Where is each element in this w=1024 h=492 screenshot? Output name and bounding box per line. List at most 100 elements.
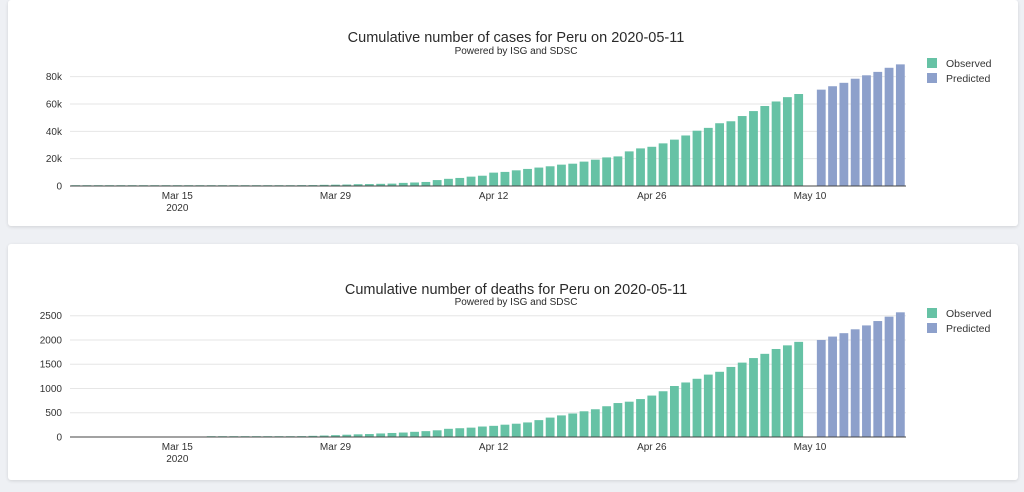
- observed-bar[interactable]: [670, 386, 679, 437]
- observed-bar[interactable]: [749, 111, 758, 186]
- observed-bar[interactable]: [624, 401, 634, 437]
- predicted-bar[interactable]: [884, 67, 894, 186]
- observed-bar[interactable]: [466, 427, 476, 437]
- observed-bar[interactable]: [466, 176, 476, 186]
- observed-bar[interactable]: [331, 184, 340, 186]
- observed-bar[interactable]: [703, 127, 713, 186]
- predicted-bar[interactable]: [884, 316, 894, 437]
- observed-bar[interactable]: [624, 151, 634, 186]
- observed-bar[interactable]: [636, 148, 645, 186]
- observed-bar[interactable]: [353, 434, 363, 437]
- observed-bar[interactable]: [331, 435, 340, 437]
- observed-bar[interactable]: [715, 123, 724, 186]
- observed-bar[interactable]: [681, 382, 691, 437]
- observed-bar[interactable]: [308, 435, 318, 437]
- observed-bar[interactable]: [534, 420, 544, 437]
- observed-bar[interactable]: [579, 411, 589, 437]
- observed-bar[interactable]: [500, 171, 510, 186]
- observed-bar[interactable]: [319, 184, 329, 186]
- observed-bar[interactable]: [737, 116, 747, 186]
- observed-bar[interactable]: [387, 432, 397, 437]
- observed-bar[interactable]: [782, 97, 792, 186]
- observed-bar[interactable]: [568, 163, 578, 186]
- observed-bar[interactable]: [771, 348, 781, 437]
- legend-predicted-label[interactable]: Predicted: [946, 73, 991, 85]
- observed-bar[interactable]: [432, 430, 442, 437]
- observed-bar[interactable]: [726, 121, 736, 186]
- observed-bar[interactable]: [398, 432, 408, 437]
- observed-bar[interactable]: [376, 433, 386, 437]
- observed-bar[interactable]: [353, 184, 363, 186]
- observed-bar[interactable]: [477, 175, 487, 186]
- predicted-bar[interactable]: [839, 333, 849, 437]
- legend-observed-swatch[interactable]: [927, 58, 937, 68]
- observed-bar[interactable]: [760, 106, 770, 186]
- predicted-bar[interactable]: [873, 321, 883, 437]
- predicted-bar[interactable]: [873, 71, 883, 186]
- observed-bar[interactable]: [568, 413, 578, 437]
- observed-bar[interactable]: [523, 168, 532, 186]
- observed-bar[interactable]: [590, 409, 600, 437]
- legend-observed-label[interactable]: Observed: [946, 58, 992, 70]
- observed-bar[interactable]: [636, 399, 645, 437]
- observed-bar[interactable]: [782, 345, 792, 437]
- legend-predicted-swatch[interactable]: [927, 323, 937, 333]
- observed-bar[interactable]: [692, 378, 702, 437]
- observed-bar[interactable]: [376, 183, 386, 186]
- observed-bar[interactable]: [387, 183, 397, 186]
- observed-bar[interactable]: [658, 391, 668, 437]
- predicted-bar[interactable]: [895, 64, 905, 186]
- observed-bar[interactable]: [489, 425, 499, 437]
- observed-bar[interactable]: [557, 164, 566, 186]
- predicted-bar[interactable]: [895, 312, 905, 437]
- observed-bar[interactable]: [500, 424, 510, 437]
- observed-bar[interactable]: [602, 157, 612, 186]
- observed-bar[interactable]: [545, 417, 555, 437]
- observed-bar[interactable]: [658, 143, 668, 186]
- observed-bar[interactable]: [432, 180, 442, 186]
- observed-bar[interactable]: [703, 374, 713, 437]
- observed-bar[interactable]: [715, 371, 724, 437]
- observed-bar[interactable]: [477, 426, 487, 437]
- observed-bar[interactable]: [511, 423, 521, 437]
- observed-bar[interactable]: [364, 434, 374, 437]
- observed-bar[interactable]: [342, 434, 352, 437]
- observed-bar[interactable]: [681, 135, 691, 186]
- observed-bar[interactable]: [670, 139, 679, 186]
- legend-predicted-swatch[interactable]: [927, 73, 937, 83]
- observed-bar[interactable]: [647, 395, 657, 437]
- predicted-bar[interactable]: [839, 82, 849, 186]
- observed-bar[interactable]: [613, 156, 623, 186]
- observed-bar[interactable]: [692, 130, 702, 186]
- observed-bar[interactable]: [398, 182, 408, 186]
- observed-bar[interactable]: [455, 177, 465, 186]
- observed-bar[interactable]: [444, 428, 453, 437]
- observed-bar[interactable]: [319, 435, 329, 437]
- observed-bar[interactable]: [444, 178, 453, 186]
- observed-bar[interactable]: [726, 366, 736, 437]
- predicted-bar[interactable]: [816, 89, 826, 186]
- observed-bar[interactable]: [523, 422, 532, 437]
- observed-bar[interactable]: [410, 431, 419, 437]
- predicted-bar[interactable]: [850, 78, 860, 186]
- observed-bar[interactable]: [410, 182, 419, 187]
- observed-bar[interactable]: [613, 403, 623, 437]
- observed-bar[interactable]: [760, 353, 770, 437]
- observed-bar[interactable]: [794, 94, 804, 186]
- observed-bar[interactable]: [590, 159, 600, 186]
- legend-observed-label[interactable]: Observed: [946, 308, 992, 320]
- observed-bar[interactable]: [737, 362, 747, 437]
- predicted-bar[interactable]: [862, 75, 871, 186]
- legend-predicted-label[interactable]: Predicted: [946, 323, 991, 335]
- observed-bar[interactable]: [545, 166, 555, 186]
- observed-bar[interactable]: [489, 172, 499, 186]
- observed-bar[interactable]: [421, 181, 431, 186]
- observed-bar[interactable]: [364, 184, 374, 186]
- observed-bar[interactable]: [794, 341, 804, 437]
- legend-observed-swatch[interactable]: [927, 308, 937, 318]
- predicted-bar[interactable]: [828, 86, 837, 186]
- observed-bar[interactable]: [749, 358, 758, 437]
- observed-bar[interactable]: [647, 146, 657, 186]
- observed-bar[interactable]: [455, 428, 465, 437]
- observed-bar[interactable]: [511, 170, 521, 186]
